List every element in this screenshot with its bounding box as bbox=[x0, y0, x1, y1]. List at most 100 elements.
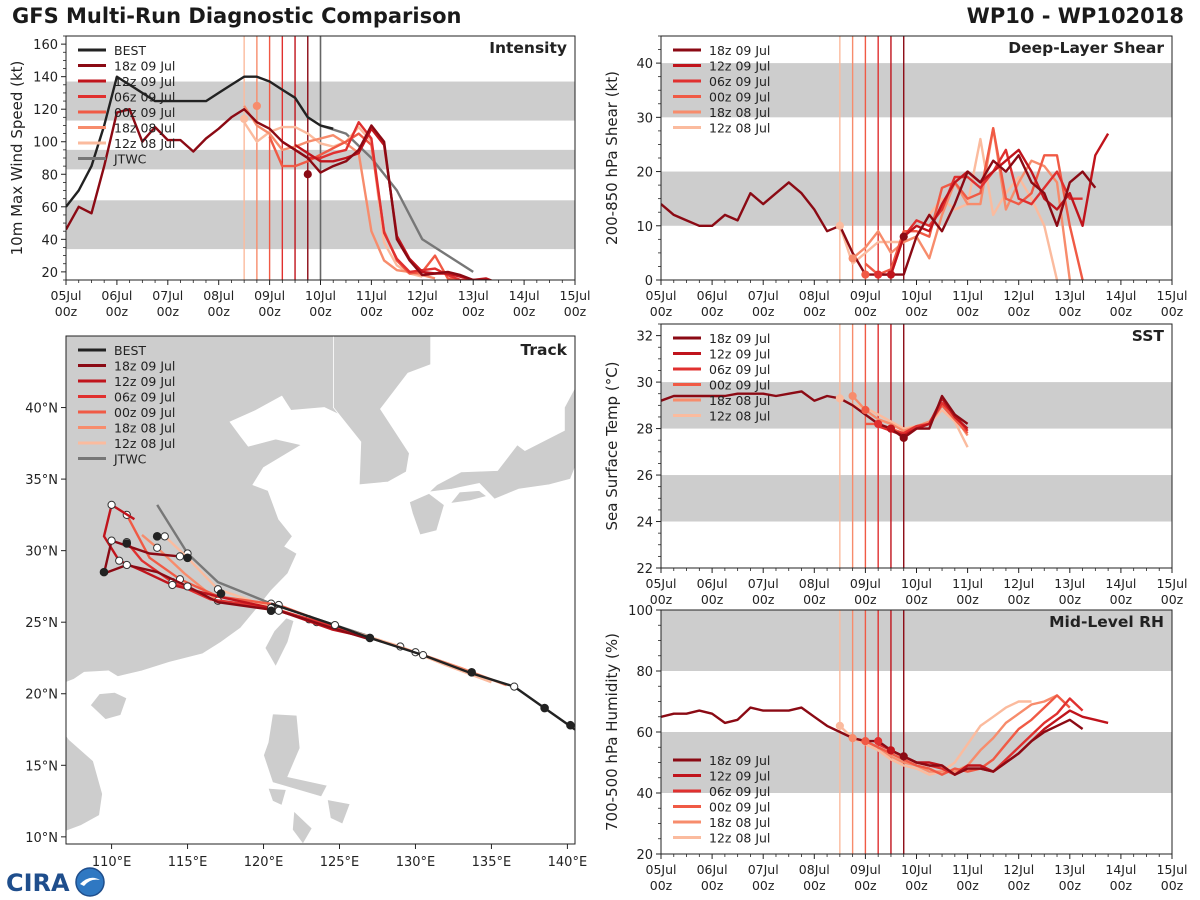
shear-ytick-label-20: 20 bbox=[636, 166, 653, 181]
rh-series-18z-09-jul bbox=[661, 706, 1084, 776]
sst-xtick-label-5: 10Jul 00z bbox=[901, 576, 932, 607]
legend-label-18z-08-jul: 18z 08 Jul bbox=[114, 121, 175, 136]
sst-ytick-label-24: 24 bbox=[636, 516, 653, 531]
rh-series-12z-08-jul bbox=[839, 700, 1032, 776]
track-best-point-4 bbox=[266, 606, 276, 616]
japan-shikoku bbox=[449, 490, 488, 504]
sst-xtick-label-2: 07Jul 00z bbox=[748, 576, 779, 607]
intensity-series-best bbox=[66, 75, 334, 208]
legend-label-18z-09-jul: 18z 09 Jul bbox=[114, 59, 175, 74]
panel-intensity: 20 40 60 80 100 120 140 160 05Jul 00z 06Jul 00z 07Ju… bbox=[8, 35, 591, 319]
sst-xtick-label-7: 12Jul 00z bbox=[1003, 576, 1034, 607]
track-frame bbox=[65, 335, 576, 845]
rh-ytick-label-80: 80 bbox=[636, 665, 653, 680]
taiwan bbox=[264, 617, 295, 668]
rh-series-group bbox=[661, 694, 1109, 776]
panel-shear: 0 10 20 30 40 05Jul 00z 06Jul 00z 07Jul 00z 08Jul 00… bbox=[603, 35, 1188, 319]
intensity-ytick-label-140: 140 bbox=[33, 71, 58, 86]
intensity-point-1 bbox=[252, 101, 261, 111]
track-best-point-8 bbox=[122, 539, 132, 548]
legend-label-12z-09-jul: 12z 09 Jul bbox=[114, 374, 175, 389]
legend-label-00z-09-jul: 00z 09 Jul bbox=[114, 105, 175, 120]
rh-ytick-label-40: 40 bbox=[636, 787, 653, 802]
storm-id: WP10 - WP102018 bbox=[966, 4, 1184, 28]
shear-xtick-label-3: 08Jul 00z bbox=[799, 288, 830, 319]
legend-label-12z-08-jul: 12z 08 Jul bbox=[114, 436, 175, 451]
sst-ytick-label-26: 26 bbox=[636, 469, 653, 484]
indochina bbox=[66, 336, 103, 832]
track-lon-label-115: 115°E bbox=[168, 855, 208, 870]
rh-xtick-label-8: 13Jul 00z bbox=[1054, 862, 1085, 893]
rh-xtick-label-2: 07Jul 00z bbox=[748, 862, 779, 893]
sst-series-18z-09-jul bbox=[661, 390, 969, 440]
cira-logo-swirl bbox=[80, 877, 100, 886]
shear-point-3 bbox=[874, 270, 883, 279]
intensity-xtick-label-3: 08Jul 00z bbox=[203, 288, 234, 319]
rh-xtick-label-7: 12Jul 00z bbox=[1003, 862, 1034, 893]
sst-band-1 bbox=[661, 382, 1172, 429]
cira-logo-text: CIRA bbox=[6, 869, 70, 897]
legend-label-18z-08-jul: 18z 08 Jul bbox=[114, 421, 175, 436]
legend-label-00z-09-jul: 00z 09 Jul bbox=[114, 405, 175, 420]
intensity-ytick-label-120: 120 bbox=[33, 103, 58, 118]
sst-ytick-label-30: 30 bbox=[636, 376, 653, 391]
intensity-title: Intensity bbox=[489, 39, 567, 57]
intensity-xtick-label-0: 05Jul 00z bbox=[51, 288, 82, 319]
rh-point-0 bbox=[835, 721, 844, 731]
intensity-ytick-label-60: 60 bbox=[41, 201, 58, 216]
track-point-18z-08-jul-8 bbox=[153, 543, 162, 552]
intensity-xtick-label-5: 10Jul 00z bbox=[305, 288, 336, 319]
shear-point-0 bbox=[835, 221, 844, 230]
track-best-point-1 bbox=[540, 703, 549, 713]
shear-series-group bbox=[661, 126, 1110, 280]
rh-xtick-label-4: 09Jul 00z bbox=[850, 862, 881, 893]
shear-xtick-label-6: 11Jul 00z bbox=[952, 288, 983, 319]
legend-label-12z-09-jul: 12z 09 Jul bbox=[709, 769, 770, 784]
rh-ylabel: 700-500 hPa Humidity (%) bbox=[603, 633, 621, 831]
intensity-xtick-label-9: 14Jul 00z bbox=[509, 288, 540, 319]
shear-xtick-label-10: 15Jul 00z bbox=[1157, 288, 1188, 319]
intensity-xtick-label-4: 09Jul 00z bbox=[254, 288, 285, 319]
legend-label-jtwc: JTWC bbox=[113, 452, 147, 467]
sst-point-5 bbox=[899, 433, 908, 442]
track-point-best-4 bbox=[418, 651, 428, 660]
track-point-best-6 bbox=[330, 620, 340, 630]
intensity-xtick-label-6: 11Jul 00z bbox=[356, 288, 387, 319]
shear-title: Deep-Layer Shear bbox=[1008, 39, 1164, 57]
intensity-point-0 bbox=[240, 114, 249, 124]
shear-xtick-label-1: 06Jul 00z bbox=[697, 288, 728, 319]
legend-label-12z-09-jul: 12z 09 Jul bbox=[709, 347, 770, 362]
track-lon-label-135: 135°E bbox=[472, 855, 512, 870]
rh-series-00z-09-jul bbox=[864, 694, 1071, 776]
cira-logo: CIRA bbox=[6, 867, 105, 897]
track-point-18z-09-jul-6 bbox=[122, 560, 131, 570]
legend-label-18z-09-jul: 18z 09 Jul bbox=[709, 331, 770, 346]
track-point-18z-09-jul-8 bbox=[107, 536, 116, 545]
track-lon-label-140: 140°E bbox=[548, 855, 588, 870]
rh-point-5 bbox=[899, 752, 908, 761]
intensity-ytick-label-20: 20 bbox=[41, 266, 58, 281]
track-point-12z-09-jul-6 bbox=[115, 556, 124, 565]
track-lon-label-110: 110°E bbox=[92, 855, 132, 870]
sst-series-group bbox=[661, 390, 969, 448]
legend-label-06z-09-jul: 06z 09 Jul bbox=[709, 362, 770, 377]
visayas-b bbox=[326, 799, 351, 825]
legend-label-06z-09-jul: 06z 09 Jul bbox=[114, 90, 175, 105]
intensity-ytick-label-100: 100 bbox=[33, 136, 58, 151]
intensity-xtick-label-10: 15Jul 00z bbox=[560, 288, 591, 319]
track-lon-label-130: 130°E bbox=[396, 855, 436, 870]
legend-label-12z-09-jul: 12z 09 Jul bbox=[114, 74, 175, 89]
legend-label-best: BEST bbox=[114, 43, 146, 58]
rh-point-3 bbox=[874, 737, 883, 746]
sst-xtick-label-1: 06Jul 00z bbox=[697, 576, 728, 607]
sst-xtick-label-10: 15Jul 00z bbox=[1157, 576, 1188, 607]
sst-xtick-label-3: 08Jul 00z bbox=[799, 576, 830, 607]
shear-xtick-label-9: 14Jul 00z bbox=[1105, 288, 1136, 319]
legend-label-06z-09-jul: 06z 09 Jul bbox=[114, 390, 175, 405]
shear-xtick-label-0: 05Jul 00z bbox=[646, 288, 677, 319]
sst-plot-area bbox=[661, 324, 1172, 568]
track-series-group bbox=[99, 500, 575, 731]
track-best-point-3 bbox=[365, 633, 375, 643]
shear-ytick-label-40: 40 bbox=[636, 57, 653, 72]
